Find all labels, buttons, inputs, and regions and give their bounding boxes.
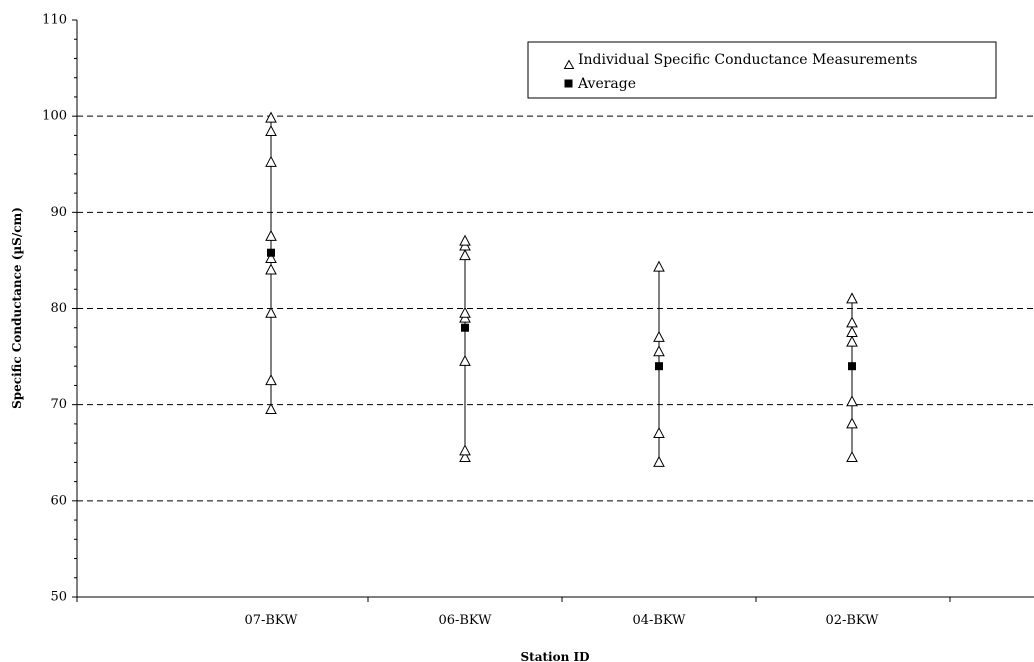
measurement-triangle [846,450,858,463]
measurement-triangle [653,426,665,439]
measurement-triangle [653,455,665,467]
measurement-triangle [265,251,277,263]
average-points [267,248,856,371]
measurement-triangle [846,417,858,429]
measurement-triangle [459,249,471,261]
measurement-points [265,111,858,467]
y-tick-label-80: 80 [50,301,67,316]
measurement-triangle [459,354,471,366]
legend-label-measurements: Individual Specific Conductance Measurem… [578,52,918,68]
legend: Individual Specific Conductance Measurem… [527,41,997,99]
x-axis-title: Station ID [520,650,589,662]
measurement-triangle [265,111,277,123]
y-tick-label-110: 110 [42,13,67,28]
average-square-07-BKW [267,248,275,257]
measurement-triangle [265,374,277,386]
legend-label-average: Average [577,76,636,92]
y-tick-label-50: 50 [50,590,67,605]
measurement-triangle [653,345,665,357]
x-tick-label-02-BKW: 02-BKW [825,613,879,628]
measurement-triangle [459,444,471,456]
measurement-triangle [846,335,858,347]
measurement-triangle [846,395,858,407]
x-tick-label-07-BKW: 07-BKW [244,613,298,628]
range-lines [270,118,853,463]
legend-square-icon [564,79,573,88]
x-tick-label-04-BKW: 04-BKW [632,613,686,628]
measurement-triangle [846,292,858,304]
measurement-triangle [459,306,471,318]
average-square-04-BKW [655,362,663,371]
measurement-triangle [265,306,277,318]
measurement-triangle [265,263,277,275]
legend-box [527,41,997,99]
gridlines [77,115,1034,502]
x-axis-ticks: 07-BKW 06-BKW 04-BKW 02-BKW [76,597,951,628]
legend-triangle-icon [563,59,575,69]
measurement-triangle [265,229,277,241]
y-tick-label-60: 60 [50,493,67,508]
x-tick-label-06-BKW: 06-BKW [438,613,492,628]
y-tick-label-100: 100 [42,109,67,124]
measurement-triangle [846,316,858,328]
average-square-02-BKW [848,362,856,371]
measurement-triangle [265,155,277,167]
y-axis-ticks: 50 60 70 80 90 100 110 [42,13,77,605]
y-tick-label-90: 90 [50,205,67,220]
average-square-06-BKW [461,323,469,332]
measurement-triangle [265,402,277,414]
y-tick-label-70: 70 [50,397,67,412]
measurement-triangle [653,330,665,342]
measurement-triangle [459,234,471,246]
measurement-triangle [459,450,471,463]
measurement-triangle [653,260,665,272]
measurement-triangle [846,325,858,338]
y-axis-title: Specific Conductance (µS/cm) [10,207,24,409]
measurement-triangle [265,124,277,137]
